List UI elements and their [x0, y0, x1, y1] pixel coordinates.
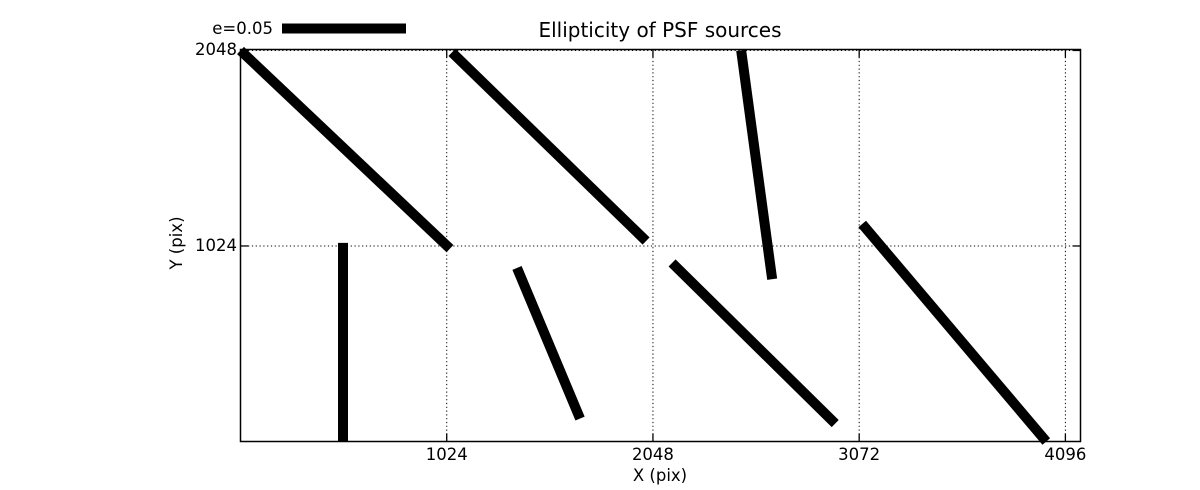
whisker-segment-5	[512, 266, 585, 421]
whisker-segment-6	[668, 259, 839, 428]
legend-label: e=0.05	[212, 19, 273, 38]
x-tick-label-1024: 1024	[425, 445, 468, 464]
whisker-segment-7	[858, 220, 1051, 445]
y-tick-label-1024: 1024	[195, 235, 237, 255]
x-tick-label-3072: 3072	[838, 445, 881, 464]
whisker-segment-3	[736, 49, 778, 280]
y-tick-label-2048: 2048	[195, 40, 237, 60]
chart-title: Ellipticity of PSF sources	[538, 18, 782, 42]
x-tick-label-4096: 4096	[1044, 445, 1087, 464]
whisker-segment-2	[448, 48, 650, 245]
ellipticity-whiskers	[237, 46, 1051, 445]
whisker-segment-1	[237, 46, 454, 253]
x-tick-label-2048: 2048	[631, 445, 674, 464]
x-axis-label: X (pix)	[632, 466, 688, 485]
gridlines	[240, 49, 1081, 442]
